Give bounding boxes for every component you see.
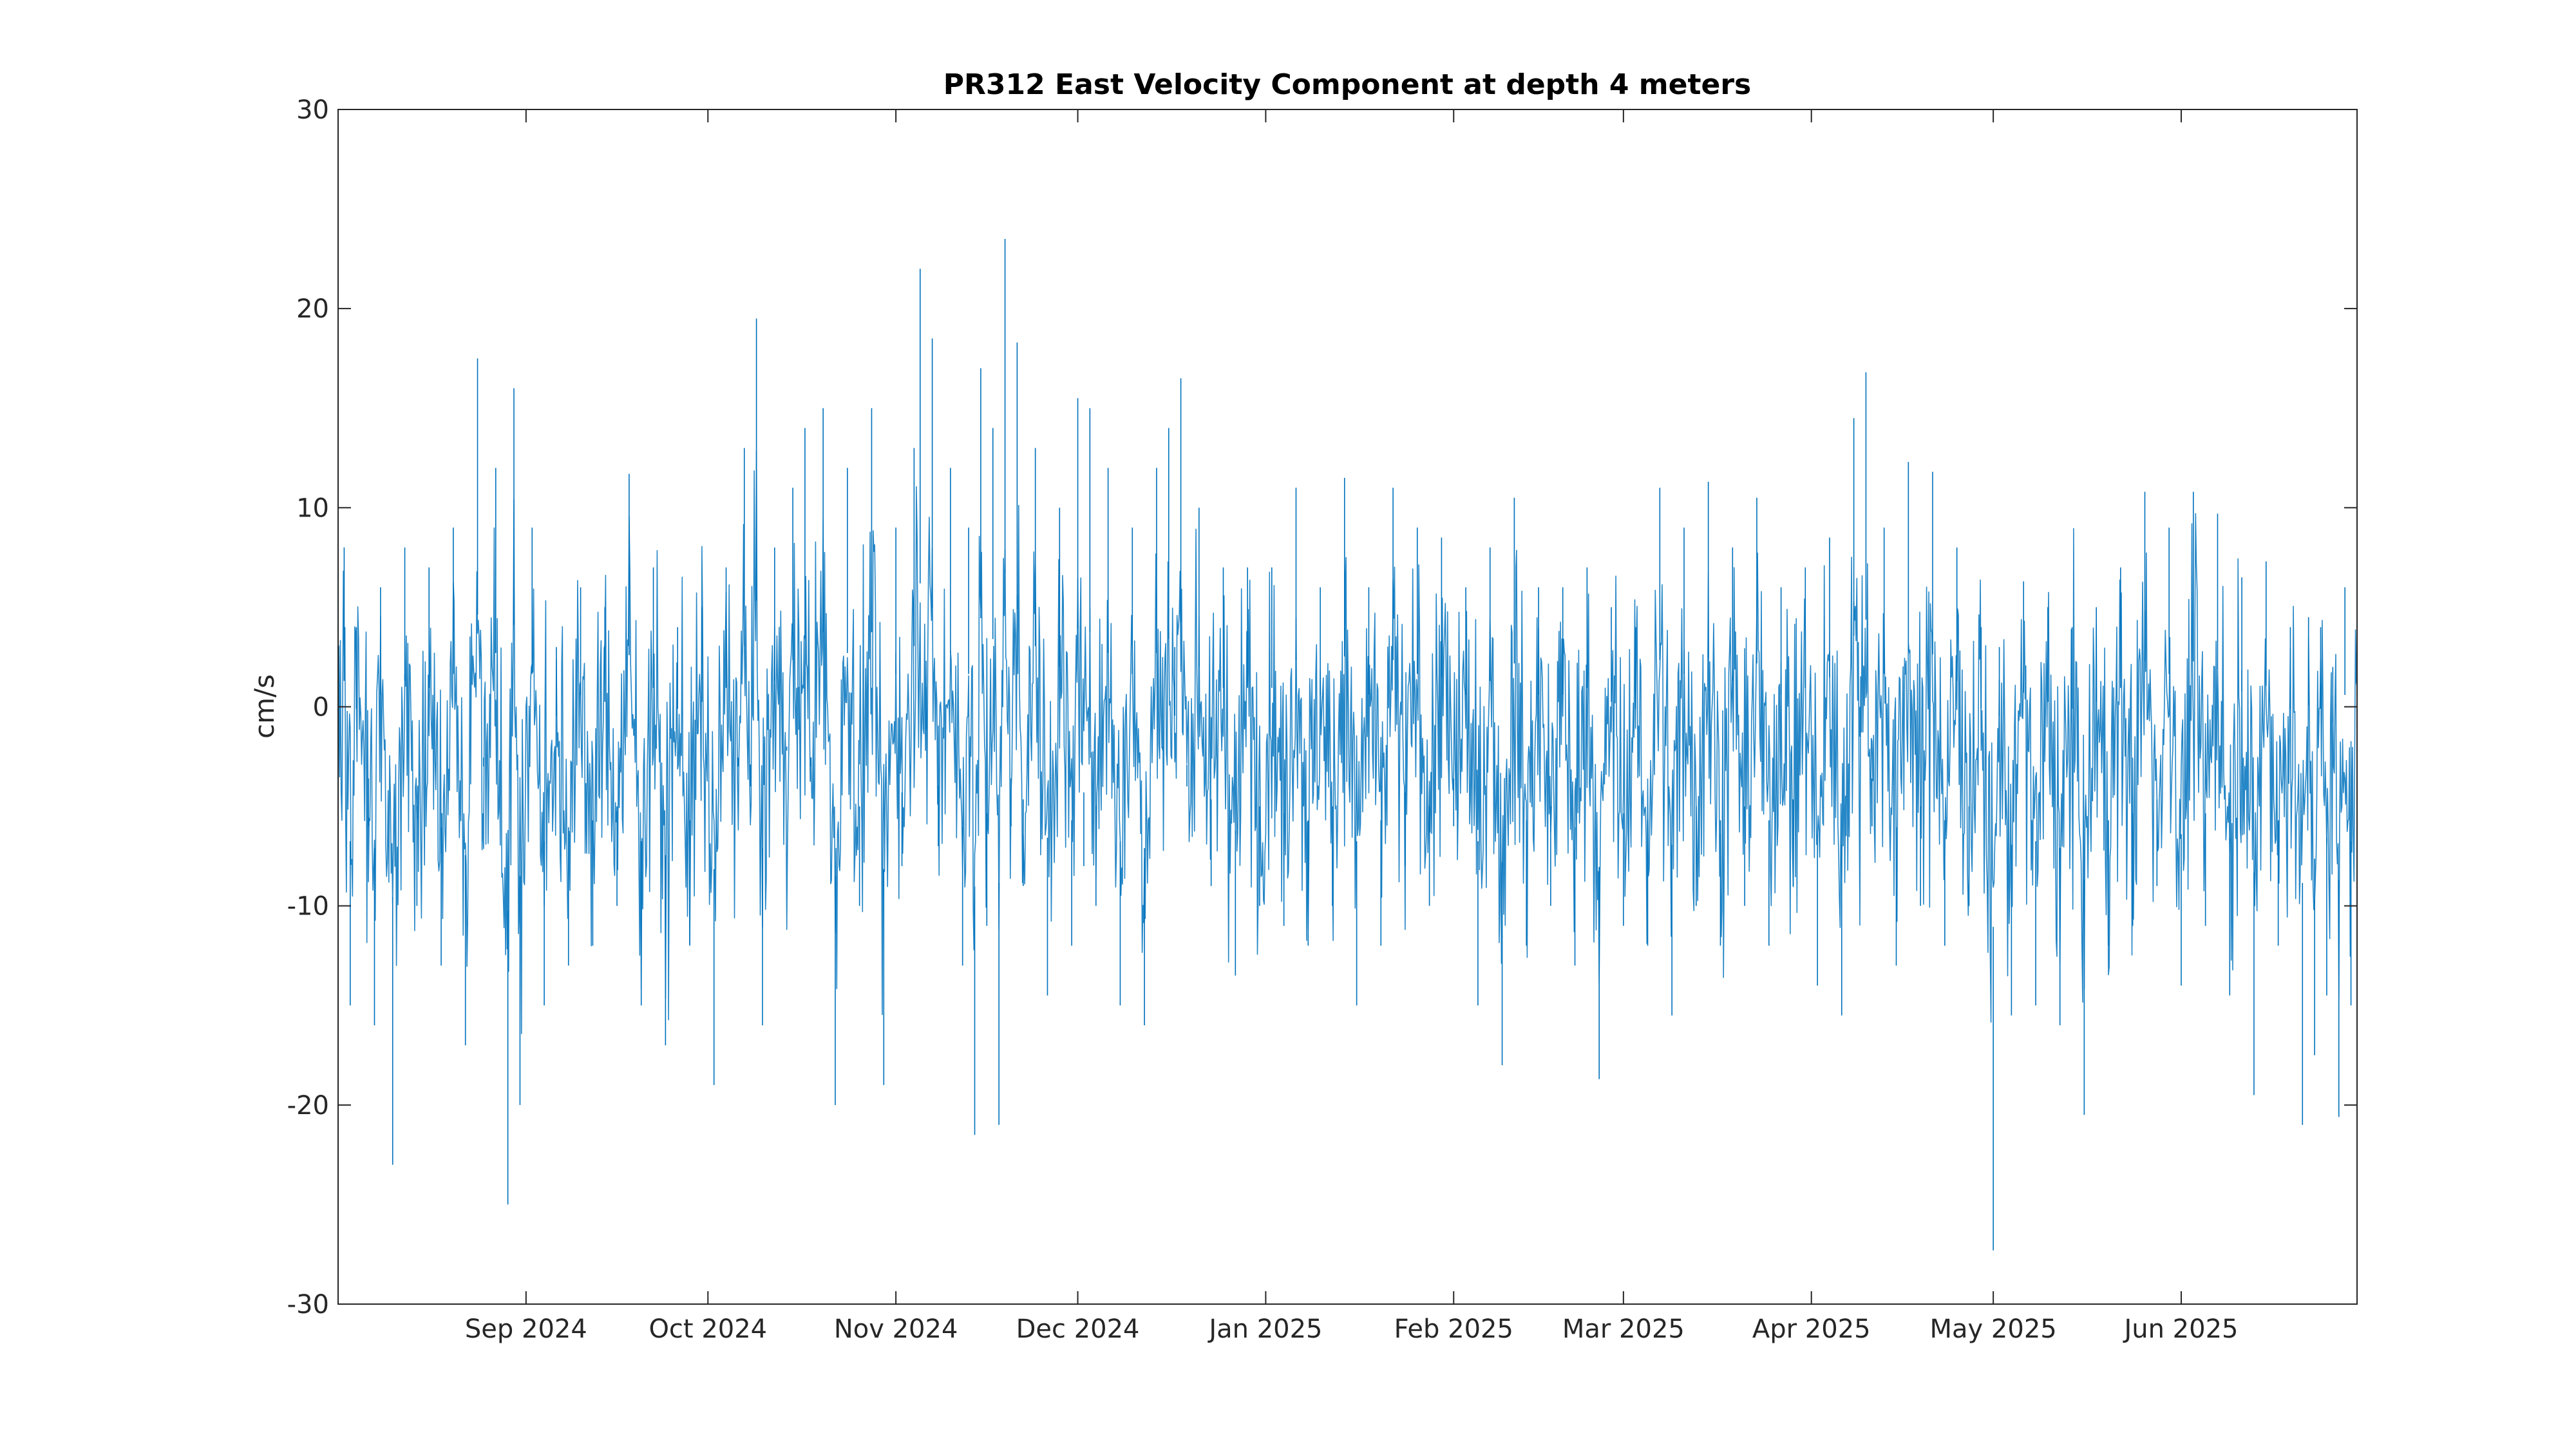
tick-layer: 30 20 10 0 -10 -20 -30 Sep 2024 Oct 2024 Nov 2024…: [287, 95, 2357, 1344]
x-tick-label: Dec 2024: [1016, 1314, 1140, 1344]
y-tick-label: 20: [296, 294, 329, 324]
series-texture-line: [337, 450, 2358, 1034]
y-tick-label: -20: [287, 1091, 329, 1121]
x-tick-label: Feb 2025: [1394, 1314, 1513, 1344]
y-tick-label: 0: [313, 693, 329, 723]
chart-title: PR312 East Velocity Component at depth 4…: [943, 68, 1751, 101]
data-layer: [337, 238, 2358, 1251]
y-tick-label: -10: [287, 892, 329, 922]
x-tick-label: Jan 2025: [1207, 1314, 1322, 1344]
y-tick-label: -30: [287, 1290, 329, 1320]
y-axis-label: cm/s: [249, 674, 280, 739]
x-tick-label: Nov 2024: [834, 1314, 958, 1344]
x-tick-label: Jun 2025: [2122, 1314, 2238, 1344]
x-tick-label: Mar 2025: [1562, 1314, 1685, 1344]
x-tick-label: May 2025: [1930, 1314, 2057, 1344]
x-tick-label: Apr 2025: [1752, 1314, 1871, 1344]
y-tick-label: 30: [296, 95, 329, 125]
x-tick-label: Sep 2024: [465, 1314, 587, 1344]
x-tick-label: Oct 2024: [649, 1314, 767, 1344]
y-tick-label: 10: [296, 493, 329, 523]
plot-frame: [337, 109, 2358, 1305]
